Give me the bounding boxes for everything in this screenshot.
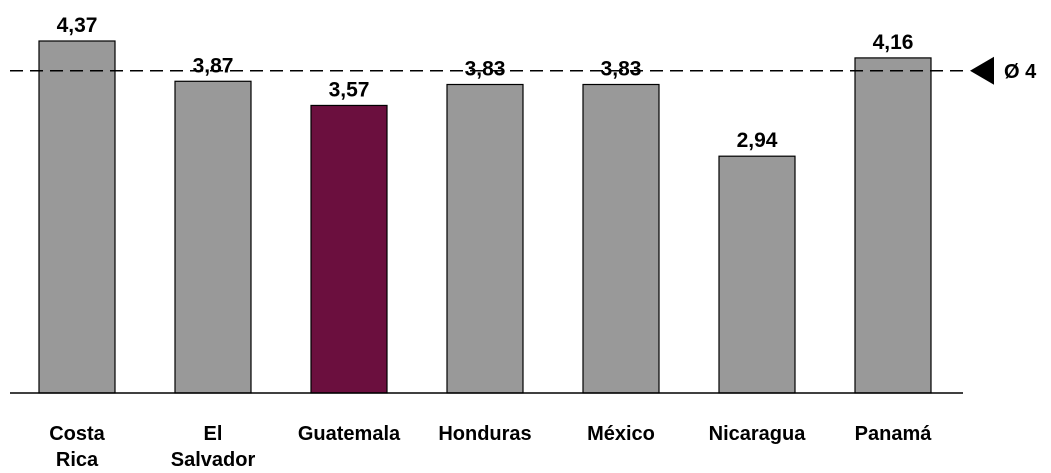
value-label-5: 2,94 bbox=[737, 129, 778, 152]
bar-3 bbox=[446, 83, 524, 394]
bar-2 bbox=[310, 104, 388, 394]
bars-group bbox=[38, 40, 932, 394]
value-labels-group: 4,37 3,87 3,57 3,83 3,83 2,94 4,16 bbox=[57, 14, 914, 152]
triangle-left-icon bbox=[970, 56, 994, 85]
value-label-2: 3,57 bbox=[329, 78, 370, 101]
category-label-2: Guatemala bbox=[298, 423, 401, 445]
category-labels-group: Costa Rica El Salvador Guatemala Honduras Méxi… bbox=[49, 423, 932, 471]
category-label-1: El Salvador bbox=[171, 423, 256, 471]
category-label-line: Panamá bbox=[855, 423, 933, 445]
category-label-line: Nicaragua bbox=[709, 423, 807, 445]
value-label-0: 4,37 bbox=[57, 14, 98, 37]
category-label-3: Honduras bbox=[438, 423, 531, 445]
category-label-6: Panamá bbox=[855, 423, 933, 445]
bar-6 bbox=[854, 57, 932, 394]
category-label-line: Honduras bbox=[438, 423, 531, 445]
category-label-line: México bbox=[587, 423, 655, 445]
category-label-line: Salvador bbox=[171, 449, 256, 471]
category-label-line: El bbox=[204, 423, 223, 445]
category-label-0: Costa Rica bbox=[49, 423, 105, 471]
value-label-3: 3,83 bbox=[465, 57, 506, 80]
value-label-1: 3,87 bbox=[193, 54, 234, 77]
category-label-4: México bbox=[587, 423, 655, 445]
category-label-line: Costa bbox=[49, 423, 105, 445]
category-label-line: Guatemala bbox=[298, 423, 401, 445]
category-label-5: Nicaragua bbox=[709, 423, 807, 445]
bar-1 bbox=[174, 80, 252, 394]
value-label-6: 4,16 bbox=[873, 31, 914, 54]
bar-0 bbox=[38, 40, 116, 394]
category-label-line: Rica bbox=[56, 449, 99, 471]
bar-5 bbox=[718, 155, 796, 394]
bar-4 bbox=[582, 83, 660, 394]
average-label: Ø 4 bbox=[1004, 61, 1037, 83]
value-label-4: 3,83 bbox=[601, 57, 642, 80]
